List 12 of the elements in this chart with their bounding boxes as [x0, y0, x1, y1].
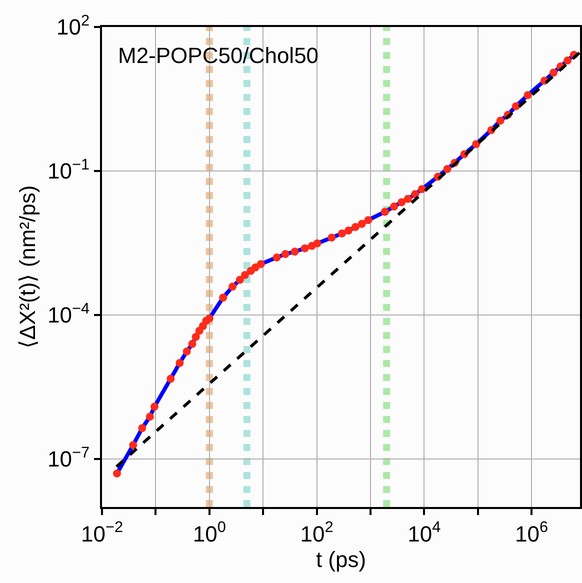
annotation: M2-POPC50/Chol50: [118, 43, 319, 68]
y-axis-title: ⟨ΔX²(t)⟩ (nm²/ps): [14, 185, 40, 349]
x-tick-label: 10$^{0}$: [192, 519, 226, 546]
x-tick-label: 10$^{−2}$: [80, 519, 124, 546]
y-tick-label: 10$^{−1}$: [48, 156, 90, 184]
x-axis-title: t (ps): [316, 546, 366, 572]
y-tick-label: 10$^{−4}$: [48, 300, 90, 328]
y-tick-label: 10$^{2}$: [56, 12, 90, 40]
x-tick-label: 10$^{2}$: [300, 519, 334, 546]
x-tick-label: 10$^{6}$: [514, 519, 548, 546]
y-tick-label: 10$^{−7}$: [48, 444, 90, 472]
x-tick-label: 10$^{4}$: [408, 519, 442, 546]
